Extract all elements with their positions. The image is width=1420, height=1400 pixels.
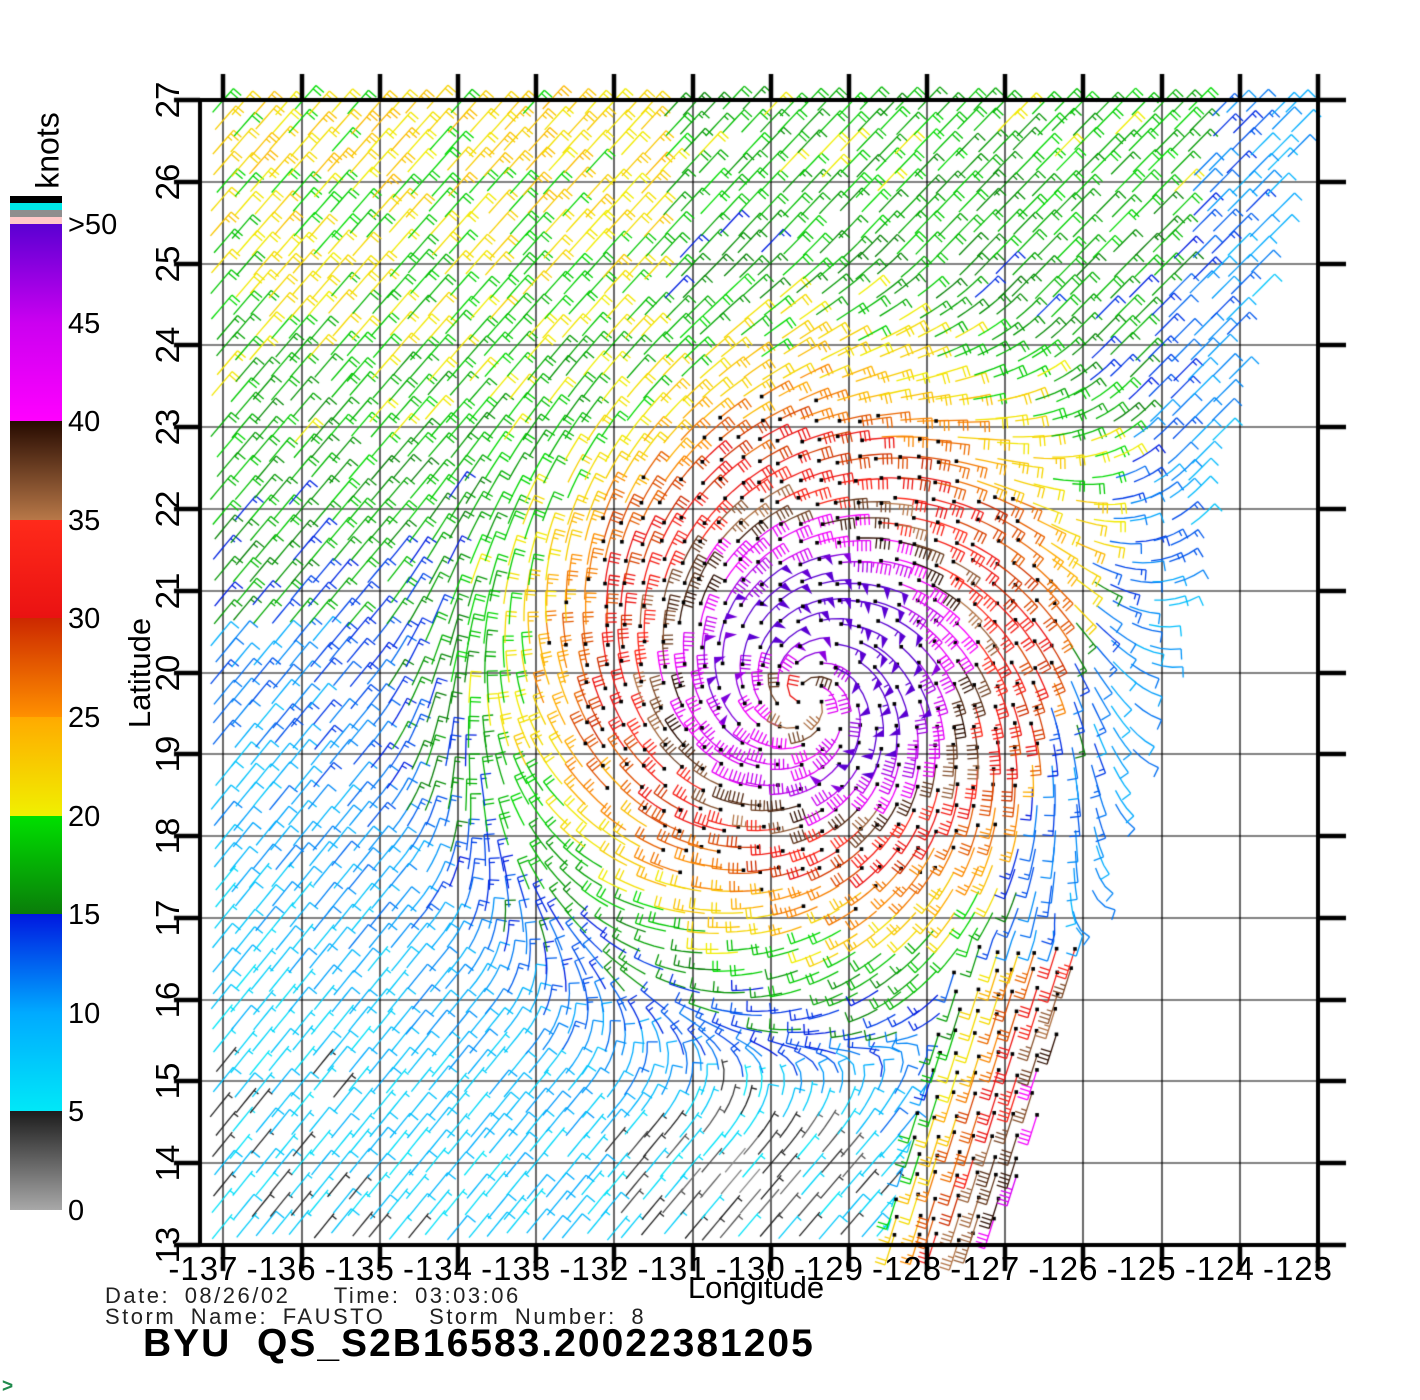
y-axis-title: Latitude <box>122 617 157 729</box>
x-tick-label: -125 <box>1106 1250 1177 1287</box>
x-tick-label: -128 <box>872 1250 943 1287</box>
x-tick-label: -135 <box>324 1250 395 1287</box>
x-tick-label: -137 <box>168 1250 239 1287</box>
colorbar-tick-label: 20 <box>68 800 101 833</box>
x-tick-label: -129 <box>793 1250 864 1287</box>
colorbar-gradient <box>10 196 62 1210</box>
colorbar-segment <box>10 322 62 422</box>
footer-storm-info: Storm Name: FAUSTO Storm Number: 8 <box>105 1304 647 1329</box>
colorbar-tick-label: >50 <box>68 209 118 241</box>
y-tick-label: 23 <box>149 408 186 446</box>
x-tick-label: -134 <box>402 1250 474 1287</box>
colorbar-segment <box>10 1012 62 1112</box>
y-tick-label: 25 <box>149 245 186 282</box>
terminal-prompt-glyph: > <box>2 1376 14 1397</box>
y-tick-label: 16 <box>149 981 186 1018</box>
colorbar-segment <box>10 618 62 717</box>
colorbar-segment <box>10 914 62 1013</box>
colorbar-tick-label: 30 <box>68 603 101 636</box>
y-tick-label: 14 <box>149 1144 186 1182</box>
colorbar-tick-label: 15 <box>68 899 101 932</box>
x-tick-label: -123 <box>1262 1250 1334 1287</box>
colorbar-tick-label: 5 <box>68 1096 85 1129</box>
y-tick-label: 13 <box>149 1226 186 1264</box>
colorbar-tick-label: 10 <box>68 997 101 1030</box>
footer-date-time: Date: 08/26/02 Time: 03:03:06 <box>105 1283 521 1308</box>
colorbar-stripe <box>10 210 62 217</box>
x-axis-title: Longitude <box>687 1270 825 1305</box>
x-tick-label: -131 <box>637 1250 708 1287</box>
x-tick-label: -136 <box>246 1250 317 1287</box>
colorbar-stripe <box>10 203 62 210</box>
colorbar-stripe <box>10 196 62 203</box>
y-tick-label: 17 <box>149 899 186 937</box>
y-tick-label: 26 <box>149 163 186 201</box>
colorbar-segment <box>10 1111 62 1210</box>
colorbar-segment <box>10 224 62 323</box>
colorbar-segment <box>10 716 62 816</box>
y-tick-label: 24 <box>149 326 186 364</box>
colorbar-stripe <box>10 217 62 224</box>
plot-title: BYU QS_S2B16583.20022381205 <box>143 1322 815 1365</box>
colorbar-segment <box>10 421 62 520</box>
colorbar-tick-label: 45 <box>68 307 101 340</box>
x-tick-label: -130 <box>715 1250 786 1287</box>
y-tick-label: 15 <box>149 1063 186 1100</box>
x-tick-label: -132 <box>559 1250 630 1287</box>
colorbar-tick-label: 0 <box>68 1195 85 1227</box>
x-tick-label: -126 <box>1028 1250 1099 1287</box>
x-tick-label: -127 <box>950 1250 1021 1287</box>
colorbar-segment <box>10 815 62 915</box>
y-tick-label: 22 <box>149 490 186 528</box>
colorbar-tick-label: 25 <box>68 702 101 734</box>
colorbar-tick-label: 35 <box>68 504 101 537</box>
x-tick-label: -124 <box>1184 1250 1255 1287</box>
colorbar-segment <box>10 519 62 619</box>
x-tick-label: -133 <box>481 1250 552 1287</box>
y-tick-label: 18 <box>149 817 186 855</box>
colorbar-tick-label: 40 <box>68 406 101 439</box>
y-tick-label: 27 <box>149 81 186 119</box>
